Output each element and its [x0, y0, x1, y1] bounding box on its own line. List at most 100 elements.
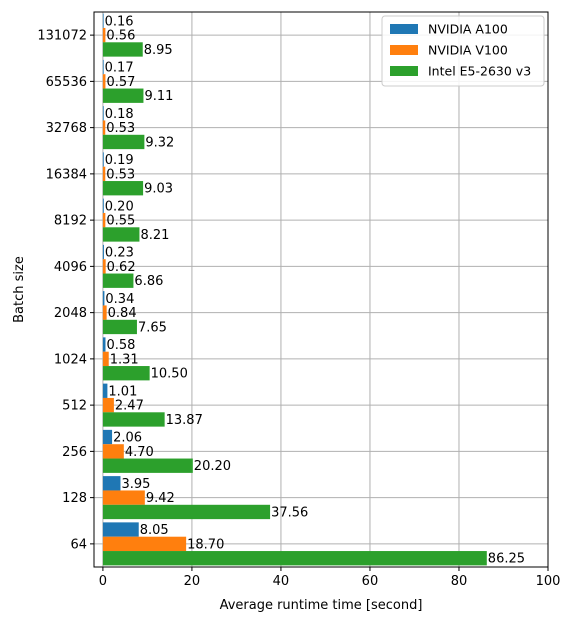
data-label: 9.42	[146, 491, 175, 506]
data-label: 0.53	[106, 121, 135, 136]
data-label: 0.58	[106, 338, 135, 353]
bar	[102, 444, 124, 459]
x-tick-label: 60	[362, 574, 379, 589]
legend-swatch	[390, 45, 418, 55]
x-tick-label: 100	[536, 574, 561, 589]
data-label: 1.01	[108, 384, 137, 399]
legend-swatch	[390, 24, 418, 34]
data-label: 2.06	[113, 431, 142, 446]
bar	[102, 383, 108, 398]
data-label: 0.84	[108, 306, 137, 321]
data-label: 0.57	[106, 75, 135, 90]
data-label: 6.86	[134, 274, 163, 289]
y-tick-label: 65536	[46, 75, 87, 90]
bar	[102, 351, 109, 367]
bar	[102, 74, 106, 89]
bar	[102, 27, 106, 43]
y-tick-label: 32768	[46, 121, 87, 136]
legend: NVIDIA A100 NVIDIA V100 Intel E5-2630 v3	[381, 15, 545, 87]
bar	[102, 106, 104, 121]
data-label: 9.32	[145, 135, 174, 150]
bar	[102, 397, 114, 413]
data-label: 9.11	[144, 89, 173, 104]
bar	[102, 412, 165, 427]
legend-label: NVIDIA A100	[428, 22, 508, 37]
bar	[102, 291, 105, 306]
data-label: 4.70	[125, 445, 154, 460]
bar	[102, 429, 113, 445]
data-label: 18.70	[187, 537, 224, 552]
data-label: 7.65	[138, 320, 167, 335]
data-labels-group: 8.05 3.95 2.06 1.01 0.58 0.34 0.23 0.20 0.19 0.18…	[105, 14, 525, 566]
bar	[102, 59, 104, 75]
x-tick-label: 20	[184, 574, 201, 589]
data-label: 10.50	[151, 367, 188, 382]
y-tick-label: 1024	[54, 352, 87, 367]
bar	[102, 522, 139, 537]
legend-label: Intel E5-2630 v3	[428, 64, 531, 79]
y-tick-label: 2048	[54, 306, 87, 321]
data-label: 0.23	[105, 246, 134, 261]
bar	[102, 227, 140, 242]
bar	[102, 166, 106, 182]
y-tick-label: 512	[62, 399, 87, 414]
bar	[102, 134, 145, 150]
x-axis-title: Average runtime time [second]	[220, 598, 423, 613]
bar	[102, 244, 104, 260]
data-label: 0.56	[106, 29, 135, 44]
data-label: 2.47	[115, 399, 144, 414]
data-label: 0.18	[105, 107, 134, 122]
y-tick-label: 8192	[54, 214, 87, 229]
y-tick-label: 4096	[54, 260, 87, 275]
data-label: 1.31	[110, 352, 139, 367]
bar	[102, 88, 144, 103]
bar	[102, 305, 107, 320]
bar	[102, 152, 104, 167]
bar	[102, 458, 193, 473]
data-label: 9.03	[144, 182, 173, 197]
data-label: 86.25	[488, 552, 525, 567]
legend-label: NVIDIA V100	[428, 43, 508, 58]
y-tick-label: 64	[70, 537, 87, 552]
data-label: 8.95	[144, 43, 173, 58]
bar	[102, 536, 187, 552]
y-tick-label: 256	[62, 445, 87, 460]
bar	[102, 13, 104, 28]
bar	[102, 490, 145, 505]
y-tick-label: 128	[62, 491, 87, 506]
bars-group	[102, 13, 487, 566]
y-tick-label: 131072	[37, 29, 87, 44]
bar	[102, 551, 487, 566]
bar	[102, 259, 106, 274]
bar	[102, 212, 106, 228]
data-label: 3.95	[121, 477, 150, 492]
bar	[102, 476, 121, 491]
bar	[102, 319, 137, 335]
data-label: 0.55	[106, 214, 135, 229]
data-label: 0.19	[105, 153, 134, 168]
bar	[102, 337, 106, 352]
bar	[102, 273, 134, 288]
data-label: 8.05	[140, 523, 169, 538]
x-tick-label: 40	[273, 574, 290, 589]
legend-box	[381, 15, 545, 87]
bar	[102, 120, 106, 135]
x-tick-label: 80	[451, 574, 468, 589]
x-tick-label: 0	[99, 574, 107, 589]
data-label: 20.20	[194, 459, 231, 474]
bar	[102, 366, 150, 381]
data-label: 0.53	[106, 167, 135, 182]
bar	[102, 198, 104, 213]
plot-frame	[93, 11, 549, 568]
legend-swatch	[390, 66, 418, 76]
data-label: 0.20	[105, 199, 134, 214]
bar	[102, 504, 271, 520]
data-label: 0.62	[107, 260, 136, 275]
data-label: 8.21	[140, 228, 169, 243]
data-label: 37.56	[271, 505, 308, 520]
y-axis-ticks: 64 128 256 512 1024 2048 4096 8192 16384 32768 655…	[37, 29, 94, 552]
y-axis-title: Batch size	[12, 256, 27, 323]
y-tick-label: 16384	[46, 167, 87, 182]
data-label: 0.16	[105, 14, 134, 29]
